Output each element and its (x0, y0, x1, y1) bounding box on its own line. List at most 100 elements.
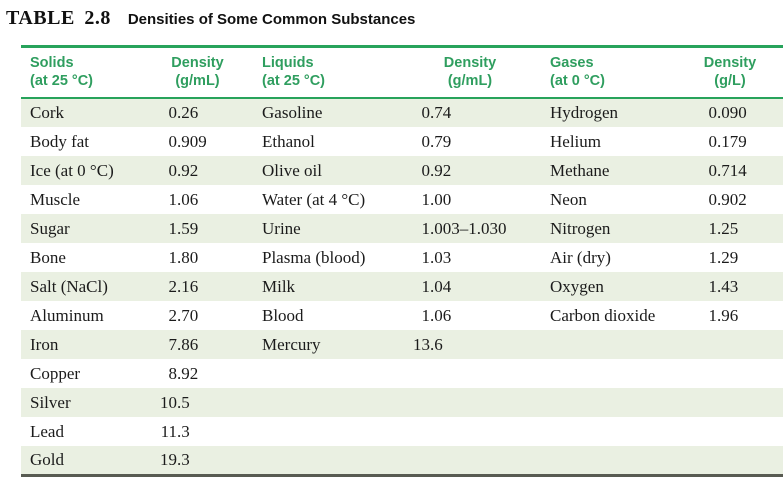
density-fraction-part: .03 (430, 247, 452, 267)
density-integer-part: 11 (160, 421, 177, 441)
liquid-name-cell: Mercury (262, 334, 321, 354)
solid-density-cell: 10.5 (150, 388, 245, 417)
liquid-name-cell: Milk (262, 276, 296, 296)
liquid-name-cell (245, 417, 410, 446)
header-line2: (g/mL) (175, 73, 220, 89)
table-row: Copper 8.92 (21, 359, 783, 388)
density-fraction-part: .86 (177, 334, 199, 354)
gas-density-cell: 0.090 (690, 98, 783, 127)
column-header-gases-density: Density (g/L) (690, 46, 783, 99)
density-fraction-part: .74 (430, 103, 452, 122)
liquid-density-cell (410, 446, 530, 477)
liquid-density-cell: 1.003–1.030 (410, 214, 530, 243)
gas-density-cell: 1.29 (690, 243, 783, 272)
header-line1: Density (171, 55, 224, 71)
density-fraction-part: .92 (430, 160, 452, 180)
solid-density-cell: 0.909 (150, 127, 245, 156)
solid-density-cell: 11.3 (150, 417, 245, 446)
density-fraction-part: .090 (717, 103, 747, 122)
gas-name-cell (530, 359, 690, 388)
density-integer-part: 8 (168, 363, 178, 383)
liquid-name-cell (245, 446, 410, 477)
density-fraction-part: .714 (717, 160, 747, 180)
density-integer-part: 0 (421, 131, 431, 151)
column-header-liquids: Liquids (at 25 °C) (245, 46, 410, 99)
solid-name-cell: Lead (30, 421, 64, 441)
densities-table-wrapper: Solids (at 25 °C) Density (g/mL) Liquids… (21, 45, 783, 477)
header-line2: (at 0 °C) (550, 73, 605, 89)
table-row: Ice (at 0 °C) 0.92 Olive oil 0.92 Methane 0.7… (21, 156, 783, 185)
solid-density-cell: 8.92 (150, 359, 245, 388)
solid-name-cell: Salt (NaCl) (30, 276, 108, 296)
header-line2: (g/mL) (447, 73, 493, 89)
density-integer-part: 1 (421, 276, 431, 296)
density-integer-part: 0 (168, 131, 178, 151)
gas-name-cell: Methane (550, 160, 610, 180)
gas-name-cell: Air (dry) (550, 247, 611, 267)
header-line2: (at 25 °C) (30, 73, 94, 89)
gas-density-cell: 1.96 (690, 301, 783, 330)
density-integer-part: 1 (708, 247, 718, 267)
density-integer-part: 0 (168, 103, 178, 122)
solid-density-cell: 1.06 (150, 185, 245, 214)
density-integer-part: 0 (168, 160, 178, 180)
density-fraction-part: .43 (717, 276, 739, 296)
solid-density-cell: 0.92 (150, 156, 245, 185)
gas-name-cell: Nitrogen (550, 218, 611, 238)
liquid-density-cell: 1.06 (410, 301, 530, 330)
table-row: Lead 11.3 (21, 417, 783, 446)
solid-name-cell: Sugar (30, 218, 70, 238)
solid-name-cell: Copper (30, 363, 81, 383)
density-integer-part: 19 (160, 449, 177, 469)
density-fraction-part: .902 (717, 189, 747, 209)
density-fraction-part: .3 (177, 421, 190, 441)
gas-name-cell (530, 388, 690, 417)
solid-name-cell: Gold (21, 446, 150, 477)
solid-name-cell: Silver (30, 392, 71, 412)
liquid-name-cell: Olive oil (262, 160, 322, 180)
gas-density-cell: 1.25 (690, 214, 783, 243)
density-integer-part: 0 (708, 189, 718, 209)
solid-density-cell: 7.86 (150, 330, 245, 359)
density-integer-part: 1 (421, 189, 431, 209)
column-header-liquids-density: Density (g/mL) (410, 46, 530, 99)
density-integer-part: 0 (708, 103, 718, 122)
density-integer-part: 1 (168, 189, 178, 209)
liquid-density-cell (410, 359, 530, 388)
density-fraction-part: .79 (430, 131, 452, 151)
liquid-name-cell: Plasma (blood) (262, 247, 366, 267)
column-header-solids-density: Density (g/mL) (150, 46, 245, 99)
table-row: Silver 10.5 (21, 388, 783, 417)
table-row: Gold 19.3 (21, 446, 783, 477)
liquid-name-cell: Water (at 4 °C) (262, 189, 366, 209)
density-integer-part: 1 (421, 247, 431, 267)
density-integer-part: 1 (168, 247, 178, 267)
liquid-density-cell (410, 417, 530, 446)
liquid-name-cell: Ethanol (262, 131, 315, 151)
density-integer-part: 1 (708, 276, 718, 296)
header-line1: Liquids (262, 55, 314, 71)
table-row: Aluminum 2.70 Blood 1.06 Carbon dioxide 1.96 (21, 301, 783, 330)
density-integer-part: 0 (421, 103, 431, 122)
header-line2: (g/L) (714, 73, 746, 89)
density-fraction-part: .92 (177, 160, 199, 180)
header-line1: Solids (30, 55, 74, 71)
density-fraction-part: .25 (717, 218, 739, 238)
header-line2: (at 25 °C) (262, 73, 326, 89)
gas-name-cell: Neon (550, 189, 587, 209)
solid-name-cell: Aluminum (30, 305, 104, 325)
table-row: Cork 0.26 Gasoline 0.74 Hydrogen 0.090 (21, 98, 783, 127)
column-header-gases: Gases (at 0 °C) (530, 46, 690, 99)
page-title: Densities of Some Common Substances (127, 11, 416, 28)
density-integer-part: 1 (421, 305, 431, 325)
density-fraction-part: .3 (177, 449, 190, 469)
table-row: Body fat 0.909 Ethanol 0.79 Helium 0.179 (21, 127, 783, 156)
density-integer-part: 7 (168, 334, 178, 354)
liquid-density-cell: 1.00 (410, 185, 530, 214)
density-integer-part: 0 (708, 160, 718, 180)
solid-density-cell: 1.80 (150, 243, 245, 272)
density-fraction-part: .003–1.030 (430, 218, 507, 238)
liquid-density-cell: 13.6 (410, 330, 530, 359)
gas-name-cell (530, 330, 690, 359)
liquid-name-cell: Urine (262, 218, 301, 238)
